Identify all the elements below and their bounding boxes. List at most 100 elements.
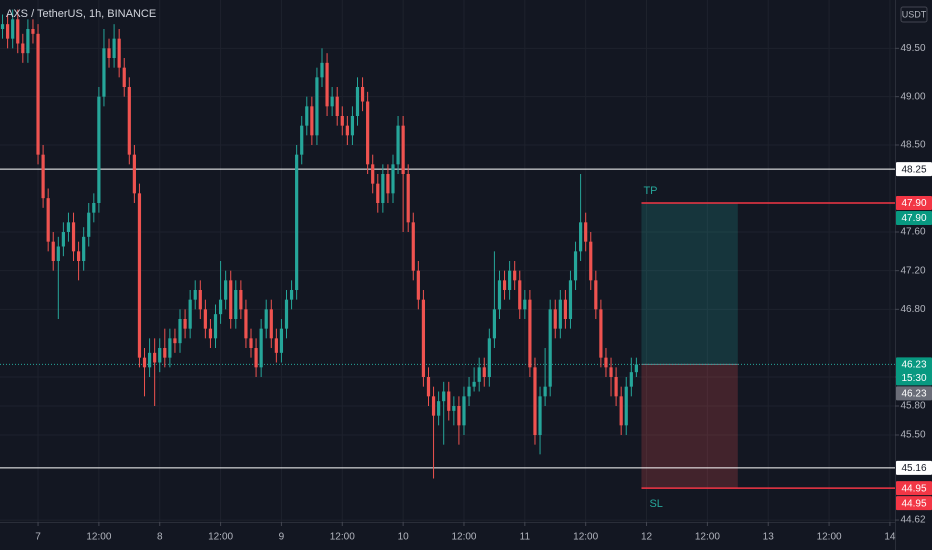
- candle-body: [87, 212, 91, 237]
- candle-body: [335, 96, 339, 116]
- x-tick-label: 8: [157, 532, 163, 543]
- candle-body: [41, 154, 45, 199]
- take-profit-zone: [641, 203, 738, 365]
- x-tick-label: 12:00: [817, 532, 842, 543]
- candle-body: [31, 29, 35, 34]
- candle-body: [289, 290, 294, 300]
- candle-body: [183, 319, 187, 329]
- candle-body: [376, 183, 380, 203]
- candle-body: [604, 357, 608, 368]
- candle-body: [386, 174, 390, 194]
- candle-body: [350, 116, 355, 136]
- price-label-box: [896, 162, 932, 177]
- candle-body: [579, 222, 583, 252]
- candle-body: [558, 299, 562, 329]
- y-tick-label: 44.62: [900, 515, 925, 526]
- candle-body: [533, 367, 537, 435]
- candle-body: [284, 299, 289, 329]
- candle-body: [594, 280, 598, 310]
- price-label: 47.90: [901, 213, 926, 224]
- candle-body: [213, 314, 218, 339]
- candle-body: [634, 364, 638, 373]
- candle-body: [426, 377, 431, 397]
- candle-body: [411, 222, 415, 271]
- candle-body: [56, 246, 60, 261]
- candle-body: [497, 280, 502, 310]
- x-tick-label: 11: [520, 532, 531, 543]
- candle-body: [137, 193, 142, 358]
- candle-body: [573, 251, 578, 281]
- candle-body: [406, 174, 410, 223]
- candle-body: [502, 280, 507, 290]
- candle-body: [599, 309, 603, 358]
- candle-body: [188, 299, 192, 329]
- y-tick-label: 45.50: [900, 430, 925, 441]
- candle-body: [568, 280, 573, 319]
- price-label: 44.95: [901, 483, 926, 494]
- candle-body: [97, 96, 101, 203]
- price-label: 44.95: [901, 498, 926, 509]
- candle-body: [198, 290, 202, 310]
- candle-body: [6, 24, 10, 39]
- candle-body: [452, 406, 456, 411]
- candle-body: [629, 372, 633, 387]
- candle-body: [345, 125, 349, 136]
- candle-body: [173, 338, 177, 344]
- x-tick-label: 12:00: [86, 532, 111, 543]
- candle-body: [46, 198, 50, 242]
- candle-body: [218, 299, 223, 315]
- candle-body: [487, 338, 491, 377]
- price-label: 48.25: [901, 164, 926, 175]
- candle-body: [523, 299, 527, 310]
- candle-body: [269, 309, 273, 339]
- candle-body: [168, 338, 172, 358]
- candle-body: [158, 348, 162, 363]
- candle-body: [51, 241, 55, 261]
- candle-body: [193, 290, 197, 300]
- candle-body: [16, 19, 20, 44]
- price-label-box: [896, 196, 932, 210]
- price-label-box: [896, 460, 932, 475]
- candle-body: [92, 203, 96, 213]
- candle-body: [355, 87, 360, 116]
- candle-body: [614, 377, 618, 397]
- candle-body: [528, 299, 532, 368]
- candle-body: [178, 319, 182, 344]
- candle-body: [538, 396, 542, 435]
- candle-body: [416, 270, 420, 300]
- candle-body: [447, 391, 451, 411]
- candle-body: [66, 222, 71, 232]
- candle-body: [472, 381, 476, 387]
- candle-body: [61, 232, 65, 247]
- candle-body: [264, 309, 268, 329]
- candle-body: [482, 367, 486, 377]
- x-tick-label: 7: [35, 532, 41, 543]
- candle-body: [21, 43, 25, 54]
- x-tick-label: 12:00: [573, 532, 598, 543]
- candle-body: [477, 367, 481, 382]
- candle-body: [26, 29, 30, 54]
- candle-body: [122, 67, 126, 87]
- plot-area: TP SL: [0, 0, 895, 522]
- y-tick-label: 49.50: [900, 43, 925, 54]
- candle-body: [396, 125, 400, 165]
- x-tick-label: 12: [641, 532, 653, 543]
- chart-title: AXS / TetherUS, 1h, BINANCE: [6, 8, 156, 20]
- candle-body: [619, 396, 623, 426]
- x-tick-label: 9: [279, 532, 285, 543]
- candle-body: [589, 241, 593, 281]
- candle-body: [513, 270, 517, 281]
- candle-body: [239, 290, 243, 310]
- candle-body: [229, 280, 233, 319]
- candle-body: [381, 174, 385, 203]
- candle-body: [224, 280, 228, 300]
- candle-body: [208, 328, 213, 339]
- x-tick-label: 12:00: [208, 532, 233, 543]
- x-tick-label: 12:00: [451, 532, 476, 543]
- candle-body: [371, 164, 375, 184]
- price-label-box: [896, 386, 932, 401]
- candle-body: [153, 352, 157, 363]
- candle-body: [391, 164, 395, 194]
